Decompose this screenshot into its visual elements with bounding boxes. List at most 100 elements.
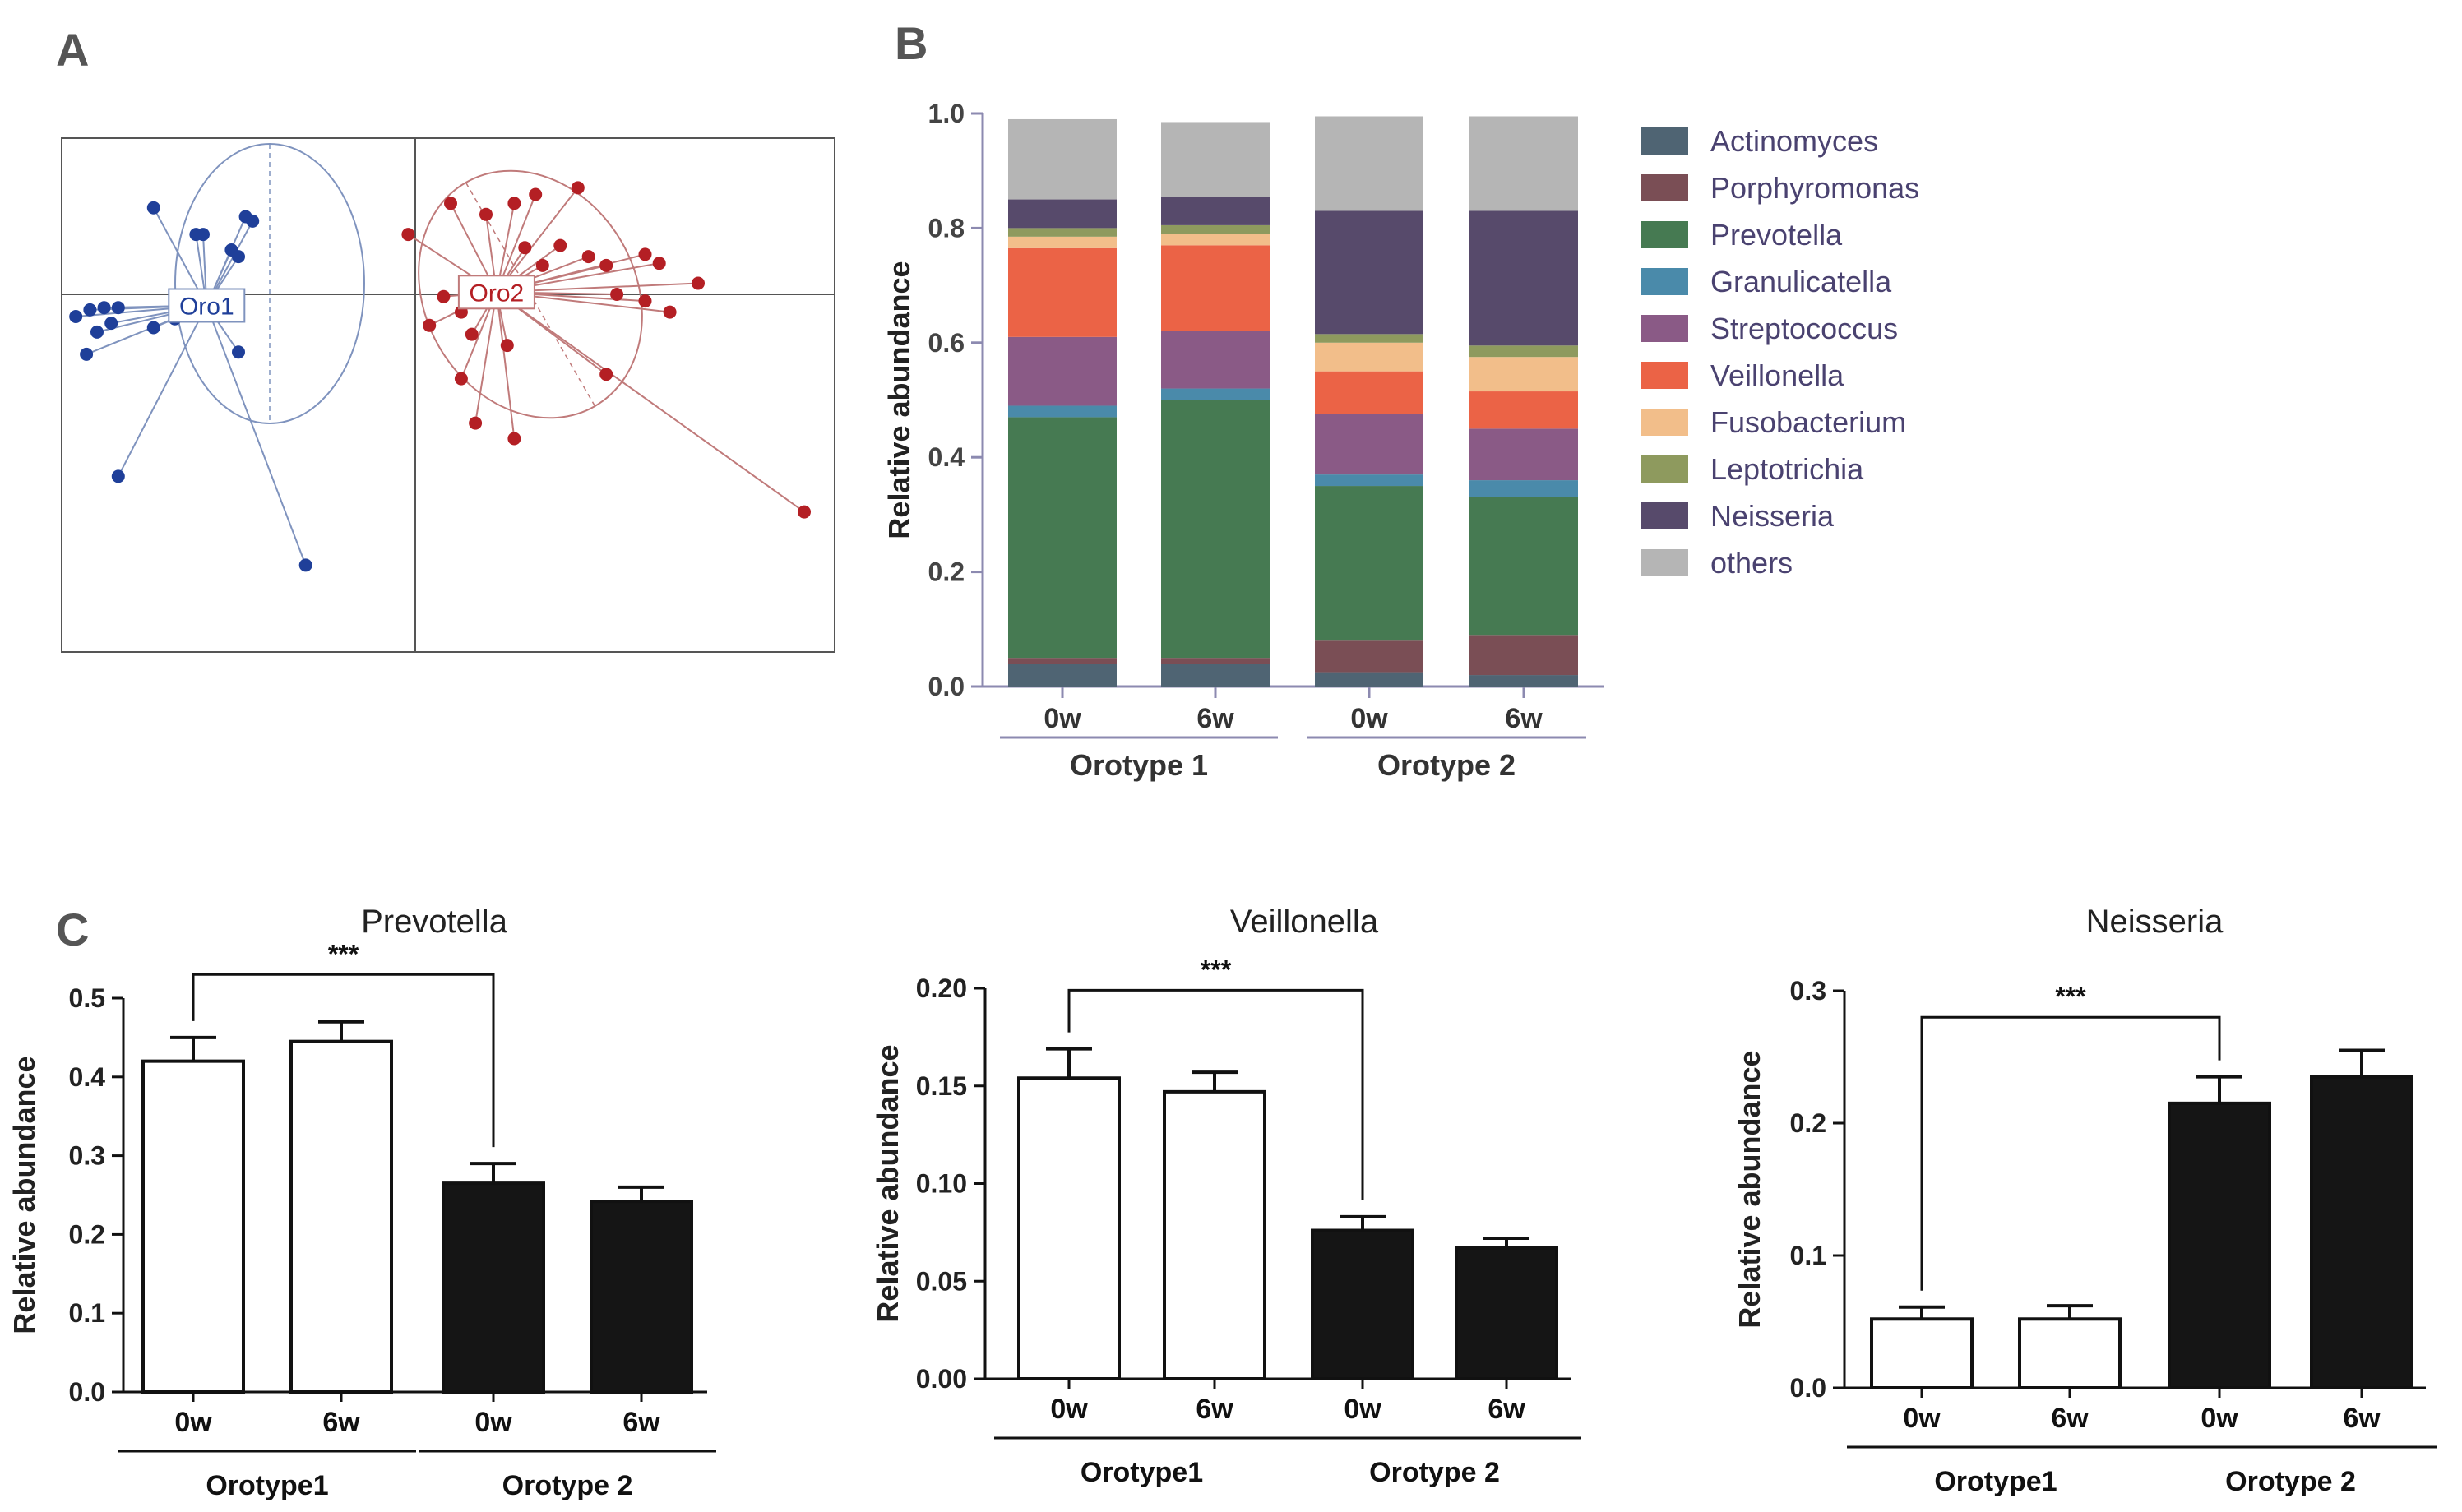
legend-swatch-leptotrichia <box>1641 455 1688 483</box>
bar-segment-others <box>1315 116 1423 211</box>
bar-segment-porphyromonas <box>1008 658 1117 664</box>
neisseria-bar-chart: Neisseria 0.0 0.1 0.2 0.3 Relative abundance 0… <box>1733 904 2437 1497</box>
pca-point-oro2 <box>692 276 705 290</box>
panel-label-a: A <box>56 24 89 76</box>
bar-segment-granulicatella <box>1315 474 1423 487</box>
bar-segment-veillonella <box>1161 245 1270 331</box>
bar-segment-others <box>1008 118 1117 200</box>
legend-label-prevotella: Prevotella <box>1710 218 1843 252</box>
x-tick-label: 6w <box>2051 1403 2089 1434</box>
y-tick-label: 0.3 <box>1790 976 1826 1006</box>
pca-point-oro1 <box>90 325 104 339</box>
pca-spoke-oro1 <box>206 305 307 566</box>
bar <box>2168 1101 2271 1389</box>
pca-point-oro1 <box>111 469 125 483</box>
chart-title: Neisseria <box>2086 904 2224 940</box>
x-tick-label: 0w <box>1044 703 1081 734</box>
pca-spoke-oro2 <box>474 292 497 423</box>
bar-segment-granulicatella <box>1008 405 1117 418</box>
pca-point-oro2 <box>401 228 415 242</box>
y-tick-label: 0.2 <box>1790 1108 1826 1138</box>
stacked-legend: Actinomyces Porphyromonas Prevotella Granul… <box>1641 124 1919 580</box>
bar-segment-leptotrichia <box>1315 334 1423 343</box>
bar-segment-neisseria <box>1161 197 1270 225</box>
legend-swatch-streptococcus <box>1641 315 1688 342</box>
x-tick-label: 6w <box>622 1407 660 1438</box>
pca-point-oro2 <box>798 505 811 519</box>
y-tick-label: 0.10 <box>916 1169 967 1199</box>
pca-point-oro2 <box>529 187 543 201</box>
legend-swatch-porphyromonas <box>1641 174 1688 201</box>
bar-segment-porphyromonas <box>1469 635 1578 676</box>
significance-bracket <box>1920 1015 2221 1291</box>
chart-title: Veillonella <box>1230 904 1379 940</box>
y-tick-label: 0.2 <box>69 1219 105 1249</box>
y-tick-label: 0.05 <box>916 1266 967 1296</box>
pca-point-oro2 <box>454 372 468 386</box>
pca-point-oro1 <box>80 347 94 361</box>
pca-point-oro2 <box>663 305 677 319</box>
bar <box>2018 1317 2122 1390</box>
bar-segment-granulicatella <box>1161 388 1270 400</box>
bar-segment-veillonella <box>1008 247 1117 337</box>
bar <box>1455 1246 1558 1380</box>
pca-point-oro2 <box>437 289 451 303</box>
bar-segment-streptococcus <box>1008 336 1117 406</box>
pca-point-oro1 <box>83 303 97 317</box>
legend-swatch-prevotella <box>1641 221 1688 248</box>
legend-label-porphyromonas: Porphyromonas <box>1710 171 1919 205</box>
legend-label-others: others <box>1710 546 1793 580</box>
bar-segment-others <box>1469 116 1578 211</box>
bar-segment-actinomyces <box>1469 675 1578 687</box>
pca-point-oro2 <box>535 258 549 272</box>
pca-frame <box>61 137 835 653</box>
significance-bracket <box>1067 988 1364 1200</box>
y-tick-label: 0.0 <box>928 672 965 701</box>
y-axis-label: Relative abundance <box>7 1056 41 1334</box>
pca-point-oro2 <box>638 247 652 261</box>
bar <box>1870 1317 1974 1390</box>
significance-label: *** <box>2055 982 2086 1011</box>
bar <box>590 1200 693 1394</box>
bar-segment-actinomyces <box>1008 664 1117 687</box>
x-tick-label: 0w <box>474 1407 512 1438</box>
y-tick-label: 0.0 <box>1790 1373 1826 1403</box>
veillonella-bar-chart: Veillonella 0.00 0.05 0.10 0.15 0.20 Relative … <box>871 904 1581 1488</box>
pca-point-oro1 <box>298 558 312 572</box>
bar-segment-leptotrichia <box>1161 224 1270 234</box>
pca-spoke-oro2 <box>496 291 805 513</box>
pca-point-oro1 <box>69 310 83 323</box>
legend-label-neisseria: Neisseria <box>1710 499 1835 533</box>
centroid-label-oro1: Oro1 <box>179 294 234 321</box>
legend-swatch-others <box>1641 549 1688 576</box>
bar-segment-streptococcus <box>1469 428 1578 481</box>
x-tick-label: 0w <box>2201 1403 2238 1434</box>
bar <box>1311 1228 1414 1380</box>
x-tick-label: 6w <box>322 1407 360 1438</box>
y-tick-label: 0.00 <box>916 1364 967 1394</box>
bar-segment-neisseria <box>1008 199 1117 229</box>
x-tick-label: 6w <box>1196 703 1234 734</box>
bar <box>1017 1076 1121 1380</box>
x-tick-label: 0w <box>174 1407 212 1438</box>
legend-label-actinomyces: Actinomyces <box>1710 124 1878 158</box>
legend-swatch-neisseria <box>1641 502 1688 529</box>
y-tick-label: 0.5 <box>69 983 105 1013</box>
pca-point-oro2 <box>599 368 613 381</box>
pca-spoke-oro2 <box>495 292 516 439</box>
pca-point-oro2 <box>553 238 567 252</box>
bar-segment-fusobacterium <box>1315 342 1423 372</box>
pca-point-oro1 <box>246 214 260 228</box>
bar-segment-veillonella <box>1469 391 1578 429</box>
bar-segment-fusobacterium <box>1008 236 1117 248</box>
pca-plot: Oro1 Oro2 <box>61 137 835 653</box>
x-tick-label: 0w <box>1344 1394 1381 1425</box>
bar-segment-prevotella <box>1315 486 1423 641</box>
bar-segment-fusobacterium <box>1469 357 1578 392</box>
group-label: Orotype 2 <box>502 1470 633 1501</box>
pca-point-oro1 <box>146 321 160 335</box>
y-tick-label: 0.4 <box>69 1062 106 1092</box>
bar <box>289 1039 393 1394</box>
y-tick-label: 0.0 <box>69 1377 105 1407</box>
bar <box>141 1059 245 1394</box>
